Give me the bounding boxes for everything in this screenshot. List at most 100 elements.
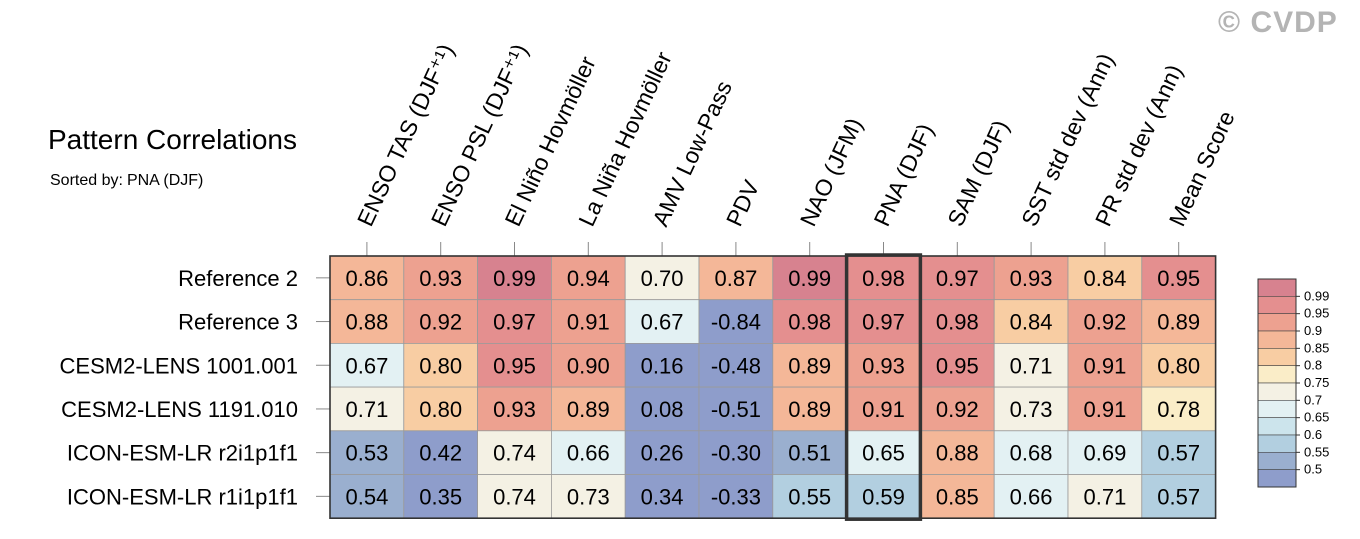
row-label: ICON-ESM-LR r2i1p1f1: [67, 441, 298, 466]
cell-value-label: 0.97: [862, 310, 905, 335]
heatmap-cell: [329, 299, 405, 344]
sorted-by-label: Sorted by:: [50, 172, 123, 189]
colorbar-tick-label: 0.65: [1304, 410, 1329, 425]
cell-value-label: 0.74: [493, 484, 536, 509]
row-label: ICON-ESM-LR r1i1p1f1: [67, 484, 298, 509]
row-label: CESM2-LENS 1001.001: [60, 353, 298, 378]
cell-value-label: 0.73: [1010, 397, 1053, 422]
heatmap-cell: [772, 342, 847, 388]
row-labels: Reference 2 Reference 3 CESM2-LENS 1001.00…: [60, 266, 330, 509]
heatmap-cell: [551, 430, 626, 475]
colorbar-swatch: [1257, 313, 1297, 332]
cell-value-label: 0.93: [419, 266, 462, 291]
cell-value-label: 0.89: [788, 353, 831, 378]
heatmap-cell: [698, 474, 774, 519]
colorbar-swatch: [1257, 365, 1297, 384]
cell-value-label: 0.71: [1010, 353, 1053, 378]
colorbar-swatch: [1257, 330, 1297, 349]
cell-value-label: 0.98: [936, 310, 979, 335]
heatmap-cell: [329, 255, 405, 301]
heatmap-border: [329, 255, 1217, 520]
cell-value-label: 0.54: [345, 484, 388, 509]
colorbar-swatch: [1257, 434, 1297, 453]
column-label: PNA (DJF): [868, 120, 938, 231]
heatmap-cell: [624, 430, 700, 475]
heatmap-cell: [772, 299, 847, 344]
heatmap-cell: [1141, 474, 1217, 519]
heatmap-cell: [551, 255, 626, 301]
heatmap-cell: [1067, 386, 1143, 432]
cell-value-label: 0.89: [1157, 310, 1200, 335]
colorbar-tick-label: 0.5: [1304, 462, 1322, 477]
cell-value-label: -0.33: [711, 484, 761, 509]
heatmap-cell: [403, 430, 478, 475]
cell-value-label: 0.85: [936, 484, 979, 509]
cell-value-label: 0.08: [641, 397, 684, 422]
cell-value-label: 0.71: [345, 397, 388, 422]
cell-value-label: 0.92: [936, 397, 979, 422]
cell-value-label: 0.69: [1083, 441, 1126, 466]
cell-value-label: 0.91: [1083, 397, 1126, 422]
column-label: NAO (JFM): [795, 114, 868, 230]
colorbar-tick-label: 0.99: [1304, 288, 1329, 303]
heatmap-cell: [1067, 430, 1143, 475]
cell-value-label: 0.88: [345, 310, 388, 335]
cell-value-label: 0.90: [567, 353, 610, 378]
cell-value-label: 0.91: [862, 397, 905, 422]
heatmap-cell: [993, 430, 1069, 475]
cell-value-label: 0.35: [419, 484, 462, 509]
sort-info: Sorted by: PNA (DJF): [50, 172, 203, 190]
cell-value-label: 0.84: [1010, 310, 1053, 335]
cell-value-label: 0.57: [1157, 484, 1200, 509]
column-label: SAM (DJF): [942, 116, 1014, 230]
heatmap-cell: [477, 255, 552, 301]
cell-value-label: -0.84: [711, 310, 761, 335]
cell-value-label: 0.87: [714, 266, 757, 291]
heatmap-cell: [1141, 342, 1217, 388]
cell-value-label: 0.66: [1010, 484, 1053, 509]
heatmap-cell: [624, 474, 700, 519]
cell-value-label: 0.34: [641, 484, 684, 509]
cell-value-label: 0.88: [936, 441, 979, 466]
colorbar-tick-label: 0.6: [1304, 427, 1322, 442]
cell-value-label: 0.98: [788, 310, 831, 335]
colorbar-swatch: [1257, 469, 1297, 488]
colorbar-tick-label: 0.55: [1304, 444, 1329, 459]
cell-value-label: 0.97: [936, 266, 979, 291]
cell-value-label: 0.78: [1157, 397, 1200, 422]
heatmap-cell: [1141, 386, 1217, 432]
highlighted-column-frame: [844, 253, 923, 521]
colorbar-swatch: [1257, 296, 1297, 314]
row-label: Reference 2: [178, 266, 298, 291]
heatmap-cell: [698, 255, 774, 301]
heatmap-cell: [477, 342, 552, 388]
cell-value-label: 0.97: [493, 310, 536, 335]
cell-value-label: 0.99: [788, 266, 831, 291]
heatmap-cell: [920, 474, 995, 519]
cell-value-label: 0.93: [1010, 266, 1053, 291]
heatmap-cell: [403, 386, 478, 432]
cell-value-label: 0.73: [567, 484, 610, 509]
heatmap-cell: [920, 299, 995, 344]
cell-value-label: 0.68: [1010, 441, 1053, 466]
heatmap-cell: [1141, 299, 1217, 344]
cell-value-label: 0.91: [1083, 353, 1126, 378]
column-labels: ENSO TAS (DJF⁺¹)ENSO PSL (DJF⁺¹)El Niño …: [352, 40, 1240, 256]
colorbar-swatch: [1257, 278, 1297, 297]
heatmap-cell: [329, 430, 405, 475]
cell-value-label: 0.89: [788, 397, 831, 422]
cell-value-label: -0.30: [711, 441, 761, 466]
cell-value-label: 0.84: [1083, 266, 1126, 291]
colorbar-swatch: [1257, 400, 1297, 418]
colorbar-swatch: [1257, 417, 1297, 436]
colorbar-tick-label: 0.7: [1304, 392, 1322, 407]
heatmap-cell: [698, 299, 774, 344]
cell-value-label: 0.92: [419, 310, 462, 335]
cell-value-label: 0.42: [419, 441, 462, 466]
cell-value-label: 0.80: [1157, 353, 1200, 378]
heatmap-cell: [920, 430, 995, 475]
heatmap-cell: [624, 255, 700, 301]
heatmap-cell: [698, 386, 774, 432]
cell-value-label: 0.59: [862, 484, 905, 509]
